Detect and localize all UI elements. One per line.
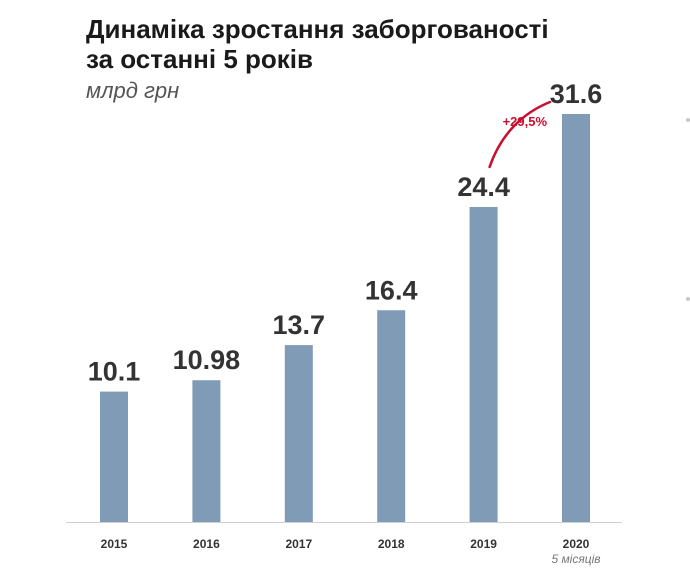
data-label-2016: 10.98 [173, 345, 241, 375]
growth-annotation: +29,5% [503, 114, 548, 129]
chart-title: Динаміка зростання заборгованості за ост… [86, 14, 549, 74]
decorative-dot [686, 118, 690, 122]
data-label-2015: 10.1 [88, 357, 141, 387]
bar-2019 [469, 206, 498, 522]
data-label-2017: 13.7 [273, 310, 326, 340]
data-label-2018: 16.4 [365, 275, 418, 305]
x-tick-label-2016: 2016 [193, 537, 220, 551]
x-tick-label-2015: 2015 [101, 537, 128, 551]
data-label-2020: 31.6 [550, 79, 603, 109]
bar-2018 [377, 310, 406, 522]
bar-2015 [100, 391, 128, 522]
chart-title-line-2: за останні 5 років [86, 44, 313, 74]
data-label-2019: 24.4 [457, 172, 510, 202]
x-tick-label-2020: 2020 [563, 537, 590, 551]
bar-2020 [562, 114, 590, 522]
bar-2017 [284, 345, 313, 522]
decorative-dot [686, 297, 690, 301]
chart-subtitle: млрд грн [86, 78, 180, 103]
chart-title-line-1: Динаміка зростання заборгованості [86, 14, 549, 44]
x-tick-label-2019: 2019 [470, 537, 497, 551]
x-tick-label-2017: 2017 [285, 537, 312, 551]
growth-arrow [488, 100, 552, 169]
bar-2016 [192, 380, 221, 522]
x-tick-label-2018: 2018 [378, 537, 405, 551]
note-annotation: 5 місяців [551, 552, 600, 566]
